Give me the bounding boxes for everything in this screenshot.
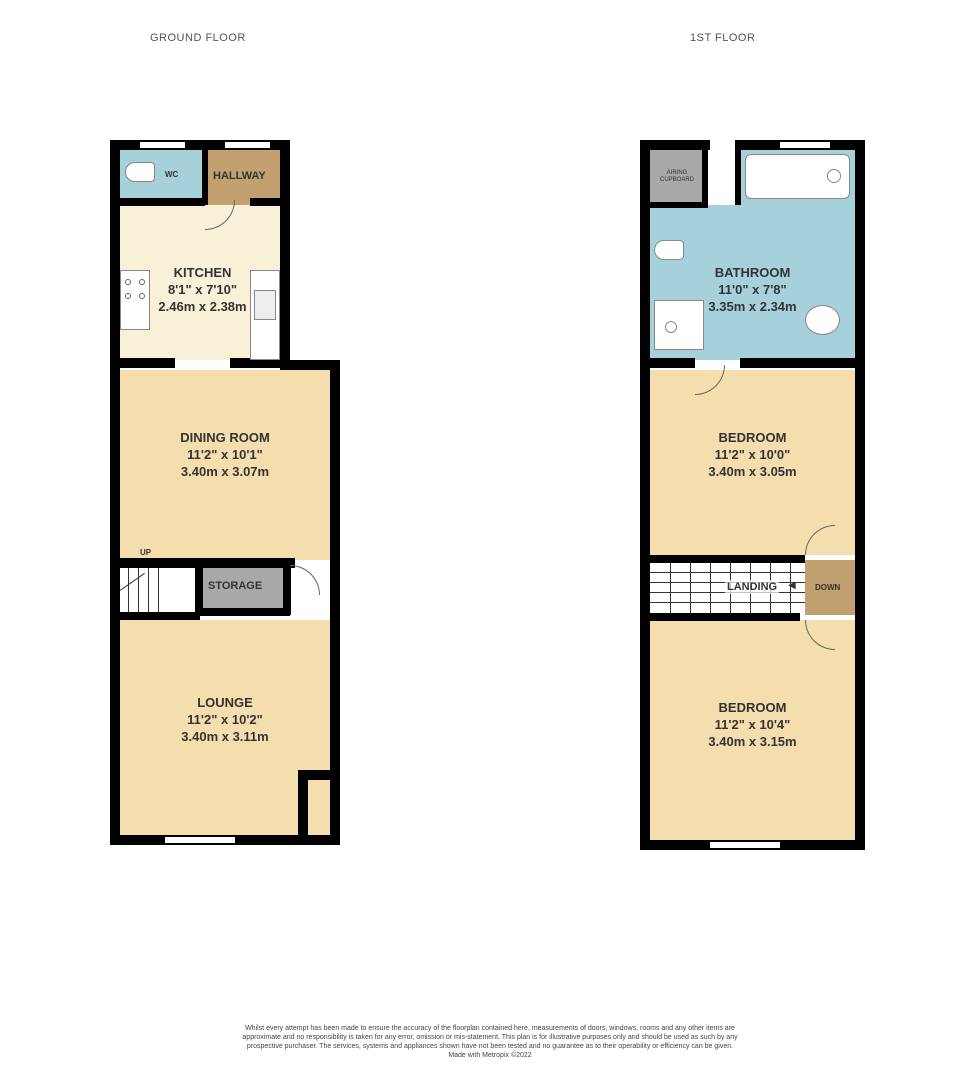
- storage-label: STORAGE: [208, 580, 262, 592]
- bedroom2-dims-imp: 11'2" x 10'4": [650, 717, 855, 734]
- disclaimer-text: Whilst every attempt has been made to en…: [230, 1024, 750, 1060]
- kitchen-dims-m: 2.46m x 2.38m: [120, 299, 285, 316]
- landing-label: LANDING: [725, 580, 779, 594]
- bedroom1-dims-imp: 11'2" x 10'0": [650, 447, 855, 464]
- up-label: UP: [140, 548, 151, 557]
- stairs-area: [120, 560, 200, 615]
- hallway-label: HALLWAY: [213, 170, 266, 182]
- bathroom-dims-m: 3.35m x 2.34m: [650, 299, 855, 316]
- first-floor-title: 1ST FLOOR: [690, 32, 755, 44]
- bathroom-toilet: [654, 240, 684, 260]
- lounge-name: LOUNGE: [120, 695, 330, 712]
- bedroom2-dims-m: 3.40m x 3.15m: [650, 734, 855, 751]
- dining-dims-imp: 11'2" x 10'1": [120, 447, 330, 464]
- dining-label: DINING ROOM 11'2" x 10'1" 3.40m x 3.07m: [120, 430, 330, 481]
- window: [140, 142, 185, 148]
- window: [710, 842, 780, 848]
- first-floor-plan: AIRING CUPBOARD BATHROOM 11'0" x 7'8" 3.…: [640, 140, 865, 860]
- dining-name: DINING ROOM: [120, 430, 330, 447]
- dining-dims-m: 3.40m x 3.07m: [120, 464, 330, 481]
- kitchen-name: KITCHEN: [120, 265, 285, 282]
- bathroom-label: BATHROOM 11'0" x 7'8" 3.35m x 2.34m: [650, 265, 855, 316]
- airing-label: AIRING CUPBOARD: [652, 170, 702, 183]
- bathtub: [745, 154, 850, 199]
- kitchen-dims-imp: 8'1" x 7'10": [120, 282, 285, 299]
- down-arrow-icon: ◀: [788, 580, 796, 591]
- window: [780, 142, 830, 148]
- door-arc: [290, 565, 320, 595]
- bedroom2-label: BEDROOM 11'2" x 10'4" 3.40m x 3.15m: [650, 700, 855, 751]
- window: [165, 837, 235, 843]
- bedroom1-dims-m: 3.40m x 3.05m: [650, 464, 855, 481]
- ground-floor-title: GROUND FLOOR: [150, 32, 246, 44]
- bedroom1-name: BEDROOM: [650, 430, 855, 447]
- wc-label: WC: [165, 170, 178, 179]
- lounge-label: LOUNGE 11'2" x 10'2" 3.40m x 3.11m: [120, 695, 330, 746]
- ground-floor-plan: WC HALLWAY KITCHEN 8'1" x 7'10" 2.46m x …: [110, 140, 340, 860]
- down-label: DOWN: [815, 583, 840, 592]
- wc-toilet: [125, 162, 155, 182]
- disclaimer-body: Whilst every attempt has been made to en…: [242, 1025, 737, 1050]
- made-with-text: Made with Metropix ©2022: [448, 1052, 531, 1059]
- bedroom2-name: BEDROOM: [650, 700, 855, 717]
- window: [225, 142, 270, 148]
- kitchen-label: KITCHEN 8'1" x 7'10" 2.46m x 2.38m: [120, 265, 285, 316]
- lounge-dims-m: 3.40m x 3.11m: [120, 729, 330, 746]
- bathroom-name: BATHROOM: [650, 265, 855, 282]
- bathroom-dims-imp: 11'0" x 7'8": [650, 282, 855, 299]
- lounge-dims-imp: 11'2" x 10'2": [120, 712, 330, 729]
- bedroom1-label: BEDROOM 11'2" x 10'0" 3.40m x 3.05m: [650, 430, 855, 481]
